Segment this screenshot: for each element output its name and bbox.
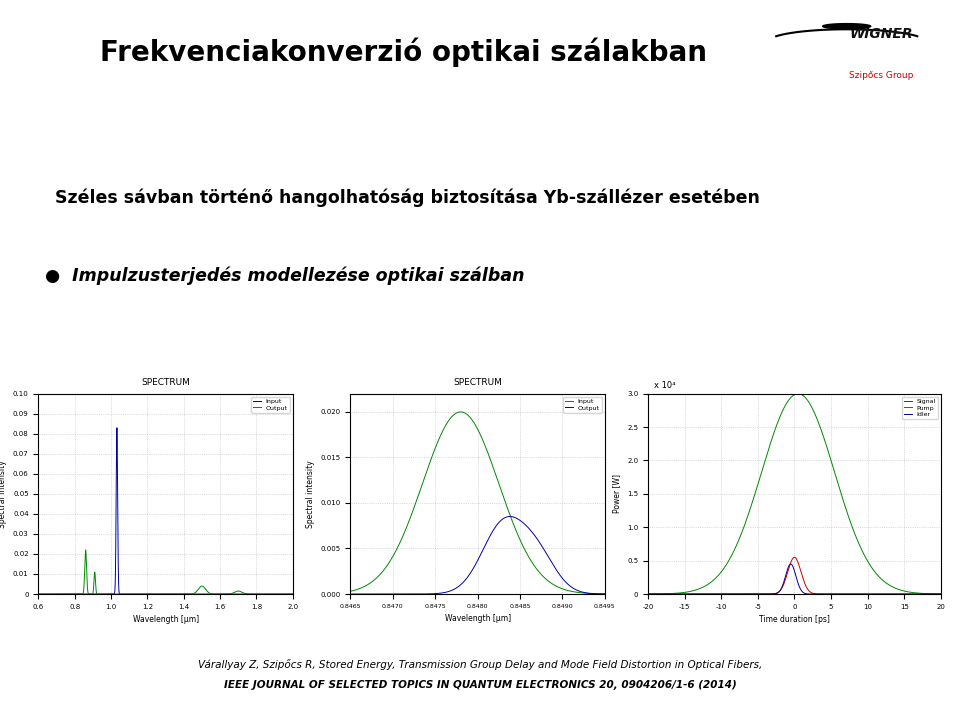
Signal: [755, 590, 766, 598]
Text: Széles sávban történő hangolhatóság biztosítása Yb-szállézer esetében: Széles sávban történő hangolhatóság bizt…: [55, 188, 760, 207]
Signal: [676, 590, 687, 598]
X-axis label: Wavelength [μm]: Wavelength [μm]: [444, 614, 511, 624]
Input: [373, 571, 385, 579]
Input: [287, 590, 299, 598]
FancyBboxPatch shape: [811, 4, 950, 101]
Idler: [767, 590, 779, 598]
Signal: [693, 590, 705, 598]
Output: [566, 583, 578, 592]
Input: [594, 590, 606, 598]
Input: [455, 408, 467, 416]
Signal: [767, 590, 779, 598]
X-axis label: Wavelength [μm]: Wavelength [μm]: [132, 615, 199, 624]
Idler: [676, 590, 687, 598]
Line: Input: Input: [38, 428, 293, 594]
Line: Output: Output: [350, 517, 605, 594]
Output: [345, 590, 356, 598]
Legend: Signal, Pump, Idler: Signal, Pump, Idler: [902, 396, 938, 419]
Text: x 10⁴: x 10⁴: [654, 380, 676, 389]
Output: [287, 590, 299, 598]
Input: [443, 418, 454, 426]
Output: [504, 512, 516, 521]
Input: [389, 549, 400, 557]
Y-axis label: Spectral intensity: Spectral intensity: [306, 460, 315, 528]
Y-axis label: Power [W]: Power [W]: [612, 475, 621, 513]
Output: [594, 590, 606, 598]
X-axis label: Time duration [ps]: Time duration [ps]: [759, 615, 829, 624]
Output: [443, 588, 454, 596]
Input: [566, 587, 578, 595]
Legend: Input, Output: Input, Output: [252, 396, 290, 413]
Line: Output: Output: [38, 550, 293, 594]
Input: [242, 590, 253, 598]
Output: [389, 590, 400, 598]
Signal: [788, 553, 800, 562]
Signal: [929, 590, 941, 598]
Text: Frekvenciakonverzió optikai szálakban: Frekvenciakonverzió optikai szálakban: [100, 38, 707, 67]
Idler: [693, 590, 705, 598]
Input: [453, 408, 465, 416]
Output: [242, 590, 253, 598]
Input: [198, 590, 209, 598]
Input: [79, 590, 90, 598]
Text: WIGNER: WIGNER: [850, 27, 913, 41]
Idler: [755, 590, 766, 598]
Idler: [898, 590, 909, 598]
Text: Szipőcs Group: Szipőcs Group: [849, 71, 914, 80]
Input: [185, 590, 197, 598]
Legend: Input, Output: Input, Output: [564, 396, 602, 413]
Idler: [929, 590, 941, 598]
Input: [130, 590, 141, 598]
Line: Input: Input: [350, 412, 605, 594]
Pump: [755, 472, 766, 481]
Signal: [642, 590, 654, 598]
Output: [373, 590, 385, 598]
Text: IEEE JOURNAL OF SELECTED TOPICS IN QUANTUM ELECTRONICS 20, 0904206/1-6 (2014): IEEE JOURNAL OF SELECTED TOPICS IN QUANT…: [224, 680, 736, 690]
Pump: [792, 389, 804, 398]
Idler: [642, 590, 654, 598]
Pump: [935, 590, 947, 598]
Input: [111, 424, 123, 432]
Input: [599, 590, 611, 598]
Title: SPECTRUM: SPECTRUM: [141, 378, 190, 387]
Pump: [929, 590, 941, 598]
Line: Signal: Signal: [648, 557, 941, 594]
Title: SPECTRUM: SPECTRUM: [453, 378, 502, 387]
Output: [80, 546, 91, 554]
Output: [223, 590, 234, 598]
Output: [185, 590, 197, 598]
Circle shape: [823, 24, 871, 29]
Output: [453, 582, 465, 591]
Pump: [898, 587, 909, 595]
Pump: [642, 590, 654, 598]
Signal: [935, 590, 947, 598]
Input: [345, 587, 356, 595]
Y-axis label: Spectral intensity: Spectral intensity: [0, 460, 8, 528]
Line: Pump: Pump: [648, 394, 941, 594]
Signal: [898, 590, 909, 598]
Pump: [693, 585, 705, 593]
Idler: [935, 590, 947, 598]
Input: [223, 590, 234, 598]
Output: [130, 590, 141, 598]
Output: [79, 567, 90, 575]
Pump: [676, 588, 687, 597]
Output: [33, 590, 44, 598]
Input: [33, 590, 44, 598]
Line: Idler: Idler: [648, 564, 941, 594]
Pump: [767, 432, 779, 440]
Output: [198, 583, 209, 591]
Idler: [785, 560, 797, 568]
Text: Várallyay Z, Szipőcs R, Stored Energy, Transmission Group Delay and Mode Field D: Várallyay Z, Szipőcs R, Stored Energy, T…: [198, 659, 762, 670]
Text: ●  Impulzusterjedés modellezése optikai szálban: ● Impulzusterjedés modellezése optikai s…: [45, 266, 524, 285]
Output: [599, 590, 611, 598]
